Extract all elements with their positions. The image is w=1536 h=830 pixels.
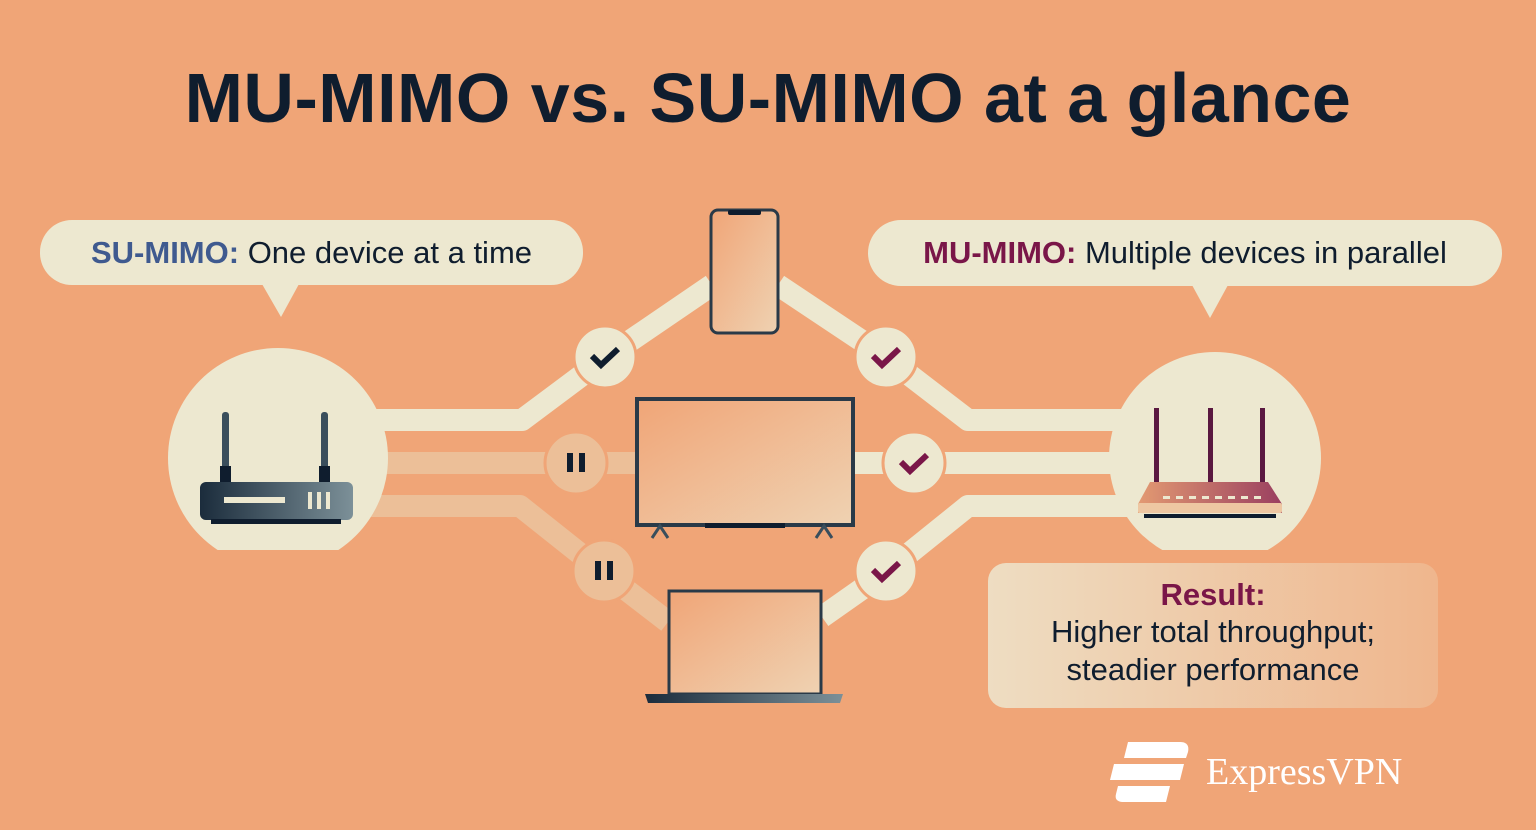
su-line-phone	[360, 275, 719, 431]
mu-router-icon	[1138, 408, 1282, 518]
su-laptop-status	[571, 538, 637, 604]
result-box: Result: Higher total throughput; steadie…	[988, 563, 1438, 708]
check-icon	[870, 560, 902, 584]
su-tv-status	[543, 430, 609, 496]
su-bubble: SU-MIMO: One device at a time	[40, 220, 583, 285]
result-label: Result:	[1160, 577, 1266, 612]
result-line-1: Higher total throughput;	[1051, 614, 1375, 649]
page-title: MU-MIMO vs. SU-MIMO at a glance	[184, 59, 1352, 137]
pause-icon	[567, 453, 585, 472]
mu-text: Multiple devices in parallel	[1076, 235, 1447, 270]
check-icon	[589, 346, 621, 370]
su-label: SU-MIMO:	[90, 234, 240, 270]
su-router-icon	[200, 412, 353, 524]
result-box-bg	[988, 563, 1438, 708]
su-line-laptop	[360, 495, 675, 631]
mu-line-laptop	[815, 495, 1130, 626]
laptop-icon	[645, 589, 843, 703]
mu-phone-status	[853, 324, 919, 390]
su-bubble-bg	[40, 220, 583, 285]
check-icon	[898, 452, 930, 476]
su-router-hub	[168, 348, 388, 550]
mu-router-hub	[1109, 352, 1321, 550]
expressvpn-logo-icon	[1110, 742, 1189, 802]
mu-label: MU-MIMO:	[923, 235, 1077, 270]
mu-tv-status	[881, 430, 947, 496]
brand-name: ExpressVPN	[1206, 751, 1403, 793]
check-icon	[870, 346, 902, 370]
mu-bubble: MU-MIMO: Multiple devices in parallel	[868, 220, 1502, 286]
result-line-2: steadier performance	[1066, 652, 1360, 687]
phone-icon	[709, 208, 780, 335]
pause-icon	[595, 561, 613, 580]
mu-bubble-bg	[868, 220, 1502, 286]
su-phone-status	[572, 324, 638, 390]
tv-icon	[635, 397, 855, 539]
mu-laptop-status	[853, 538, 919, 604]
mu-line-phone	[771, 275, 1130, 431]
su-text: One device at a time	[239, 234, 533, 270]
